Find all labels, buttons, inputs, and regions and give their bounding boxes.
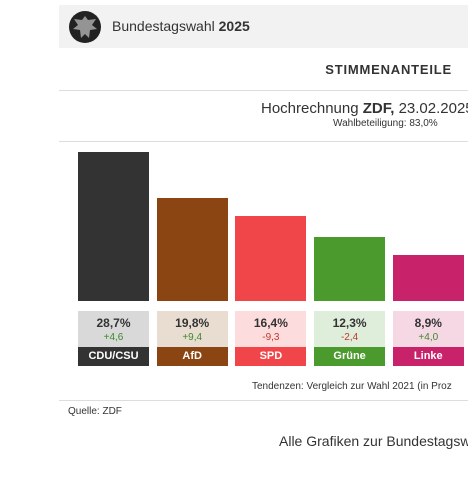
category-label: Linke [392, 347, 464, 366]
change-label: +4,6 [103, 332, 124, 343]
value-box: 8,9% +4,0 [392, 311, 464, 347]
bar [235, 215, 307, 301]
bar [156, 198, 228, 301]
change-label: +4,0 [418, 332, 439, 343]
value-box: 16,4% -9,3 [235, 311, 307, 347]
value-label: 16,4% [253, 316, 288, 330]
header: Bundestagswahl 2025 [59, 5, 468, 48]
source: Quelle: ZDF [68, 406, 122, 417]
bar [78, 152, 149, 301]
divider [59, 400, 468, 401]
bar [314, 237, 386, 301]
change-label: +9,4 [182, 332, 203, 343]
divider [59, 141, 468, 142]
divider [59, 90, 468, 91]
category-label: SPD [235, 347, 307, 366]
title-text: Bundestagswahl [112, 18, 215, 34]
value-label: 19,8% [175, 316, 210, 330]
title-year: 2025 [218, 18, 250, 34]
change-label: -9,3 [262, 332, 280, 343]
eagle-icon [69, 11, 101, 43]
subtitle-source: ZDF, [362, 100, 395, 117]
subtitle-prefix: Hochrechnung [261, 100, 363, 117]
note: Tendenzen: Vergleich zur Wahl 2021 (in P… [252, 381, 452, 392]
turnout: Wahlbeteiligung: 83,0% [333, 118, 438, 129]
value-label: 8,9% [414, 316, 442, 330]
category-label: Grüne [314, 347, 386, 366]
link[interactable]: Alle Grafiken zur Bundestagsw [279, 433, 468, 449]
title: Bundestagswahl 2025 [112, 18, 250, 34]
bar [392, 254, 464, 301]
subtitle: Hochrechnung ZDF, 23.02.2025, 1 [261, 100, 468, 117]
value-box: 28,7% +4,6 [78, 311, 149, 347]
value-label: 12,3% [332, 316, 367, 330]
category-label: CDU/CSU [78, 347, 149, 366]
subtitle-rest: 23.02.2025, 1 [398, 100, 468, 117]
category-label: AfD [156, 347, 228, 366]
section-title: STIMMENANTEILE [325, 62, 452, 77]
value-box: 12,3% -2,4 [314, 311, 386, 347]
change-label: -2,4 [340, 332, 359, 343]
value-label: 28,7% [96, 316, 131, 330]
value-box: 19,8% +9,4 [156, 311, 228, 347]
